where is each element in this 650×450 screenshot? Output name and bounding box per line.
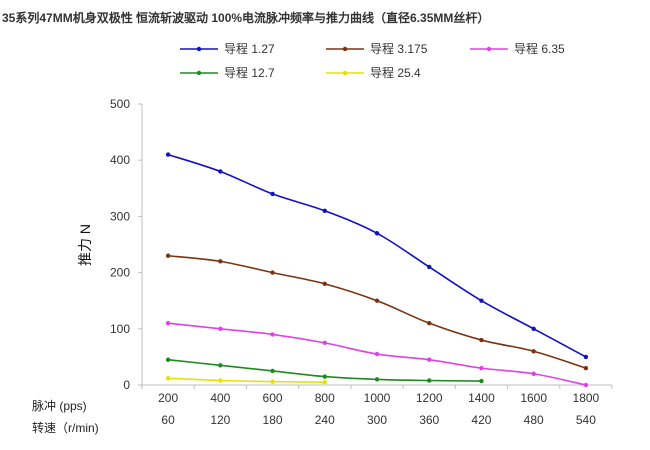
data-point [165,253,171,258]
data-point [479,378,484,384]
data-point [583,382,589,388]
data-point [427,357,432,362]
data-point [531,371,536,376]
data-point [322,208,327,213]
chart-title: 35系列47MM机身双极性 恒流斩波驱动 100%电流脉冲频率与推力曲线（直径6… [2,10,489,25]
legend-item: 导程 1.27 [180,41,275,56]
x-tick-label-pulse: 1200 [416,391,443,405]
data-point [374,377,380,382]
data-point [427,320,432,326]
data-point [270,332,275,337]
y-tick-label: 400 [110,153,130,167]
data-point [479,337,484,343]
legend-swatch-marker [342,70,348,76]
data-point [270,270,275,275]
data-point [218,169,223,174]
data-point [374,231,380,236]
data-point [270,368,275,374]
series-3 [165,357,484,384]
legend-swatch-marker [196,46,202,52]
data-point [218,259,223,264]
data-point [165,357,171,362]
series-0 [165,152,589,360]
x-tick-label-speed: 540 [576,413,596,427]
x-tick-label-speed: 420 [471,413,491,427]
x-tick-label-pulse: 1400 [468,391,495,405]
x-tick-label-pulse: 1000 [364,391,391,405]
x-tick-label-speed: 180 [263,413,283,427]
y-tick-label: 500 [110,97,130,111]
data-point [479,298,484,303]
legend: 导程 1.27 导程 3.175 导程 6.35 导程 12.7 导程 25.4 [180,41,565,80]
legend-item: 导程 6.35 [470,41,565,56]
legend-label: 导程 25.4 [370,65,421,80]
series-line [168,377,325,383]
series-2 [165,320,589,388]
series-1 [165,253,589,371]
data-point [165,152,171,157]
data-point [165,376,171,381]
legend-label: 导程 3.175 [370,41,428,56]
legend-label: 导程 6.35 [514,41,565,56]
x-tick-label-pulse: 200 [158,391,178,405]
data-point [531,326,536,331]
legend-swatch-marker [342,46,348,52]
x-tick-label-pulse: 600 [263,391,283,405]
x-tick-label-pulse: 1800 [573,391,600,405]
y-tick-label: 200 [110,266,130,280]
x-tick-label-speed: 120 [210,413,230,427]
data-point [322,379,327,385]
data-point [479,365,484,371]
data-point [165,320,171,326]
data-point [583,354,589,360]
y-axis-label: 推力 N [77,224,93,266]
x-tick-label-pulse: 400 [210,391,230,405]
legend-item: 导程 3.175 [326,41,428,56]
legend-item: 导程 25.4 [326,65,421,80]
x-axis-label-pulse: 脉冲 (pps) [32,398,87,413]
data-point [531,349,536,354]
legend-swatch-marker [196,70,202,76]
data-point [218,326,223,331]
data-point [374,298,380,303]
data-point [374,351,380,357]
data-point [322,281,327,287]
data-point [427,264,432,270]
data-point [270,191,275,197]
data-point [218,363,223,368]
data-point [218,378,223,383]
y-tick-label: 100 [110,322,130,336]
data-point [322,374,327,379]
x-tick-label-pulse: 1600 [520,391,547,405]
axes: 0 100 200 300 400 500 200 400 600 800 1000 1200 1400… [110,97,613,427]
y-tick-label: 0 [123,378,130,392]
y-tick-label: 300 [110,209,130,223]
legend-label: 导程 12.7 [224,65,275,80]
series-line [167,153,587,358]
series-line [168,254,587,369]
data-point [322,340,327,346]
x-tick-label-speed: 360 [419,413,439,427]
x-tick-label-speed: 300 [367,413,387,427]
legend-swatch-marker [486,46,492,52]
data-point [270,379,275,384]
data-point [427,378,432,383]
legend-label: 导程 1.27 [224,41,275,56]
legend-item: 导程 12.7 [180,65,275,80]
x-tick-label-pulse: 800 [315,391,335,405]
x-tick-label-speed: 60 [161,413,175,427]
x-tick-label-speed: 480 [524,413,544,427]
data-point [583,365,589,371]
x-axis-label-speed: 转速（r/min) [32,420,99,435]
x-tick-label-speed: 240 [315,413,335,427]
plot-area [165,152,589,388]
series-4 [165,376,327,385]
